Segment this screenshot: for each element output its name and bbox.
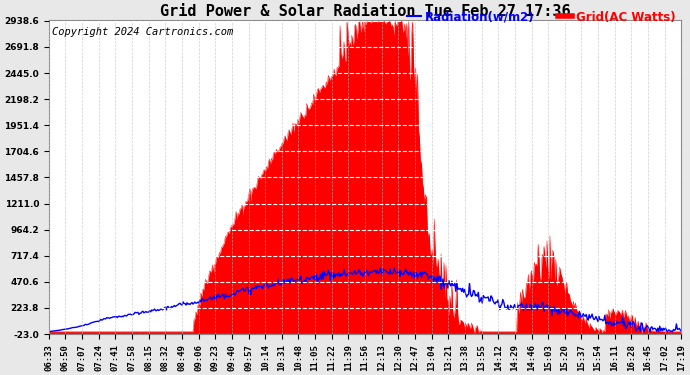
Text: Copyright 2024 Cartronics.com: Copyright 2024 Cartronics.com	[52, 27, 233, 37]
Legend: Radiation(w/m2), Grid(AC Watts): Radiation(w/m2), Grid(AC Watts)	[407, 10, 676, 24]
Title: Grid Power & Solar Radiation Tue Feb 27 17:36: Grid Power & Solar Radiation Tue Feb 27 …	[160, 4, 571, 19]
